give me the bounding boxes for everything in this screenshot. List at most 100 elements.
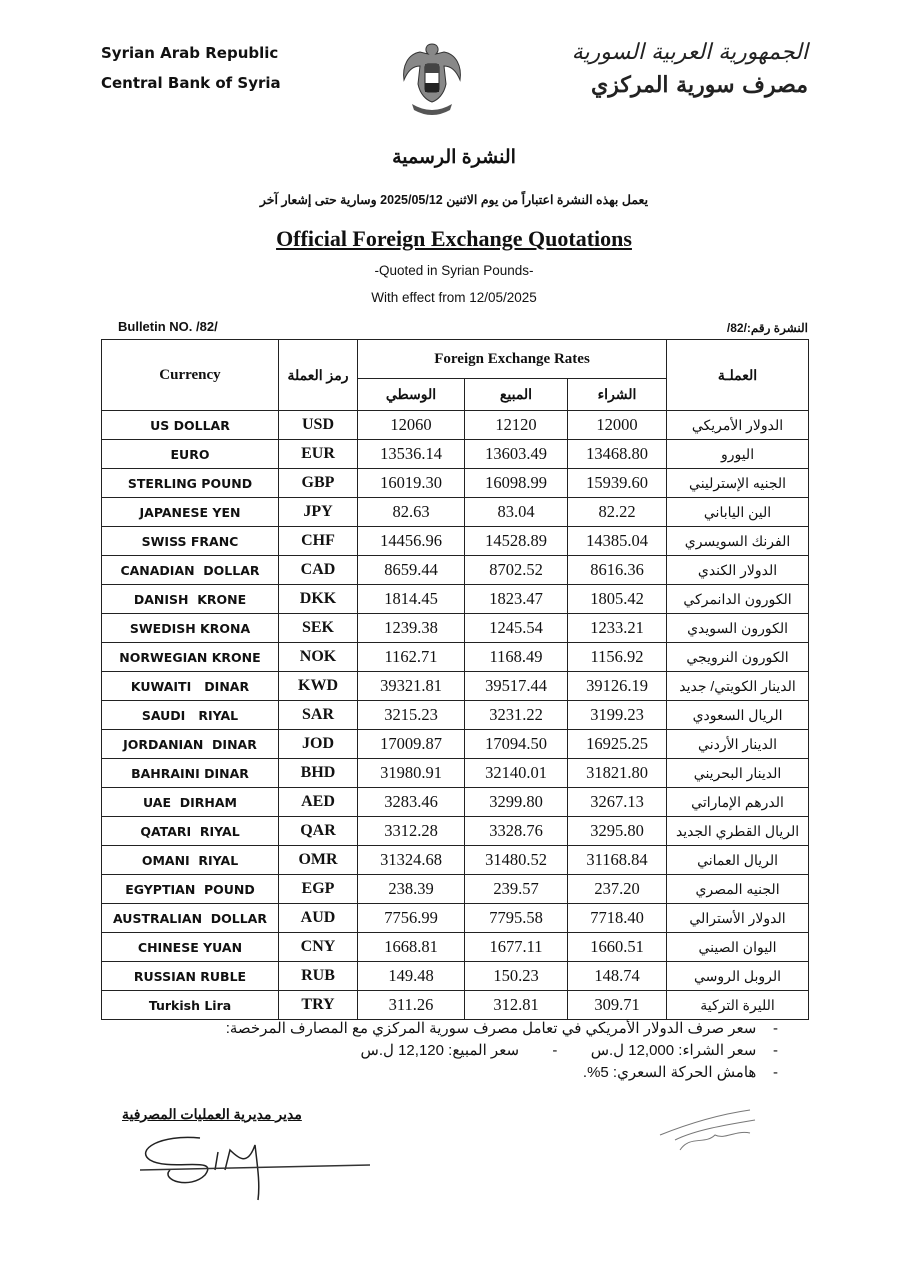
- subtitle-en: -Quoted in Syrian Pounds-: [374, 263, 534, 278]
- buy-rate: 237.20: [566, 874, 668, 904]
- emblem-icon: [398, 40, 466, 120]
- buy-rate: 12000: [566, 410, 668, 440]
- bulletin-number-en: Bulletin NO. /82/: [118, 319, 218, 334]
- table-row: DANISH KRONE DKK 1814.45 1823.47 1805.42 الكو…: [101, 584, 810, 614]
- buy-rate: 16925.25: [566, 729, 668, 759]
- currency-name: JAPANESE YEN: [101, 497, 279, 527]
- sell-rate: 39517.44: [464, 671, 568, 701]
- table-row: CANADIAN DOLLAR CAD 8659.44 8702.52 8616.36 ا…: [101, 555, 810, 585]
- mid-rate: 39321.81: [357, 671, 465, 701]
- mid-rate: 12060: [357, 410, 465, 440]
- currency-name-ar: الروبل الروسي: [666, 961, 810, 991]
- currency-code: TRY: [278, 990, 358, 1020]
- sell-rate: 8702.52: [464, 555, 568, 585]
- mid-rate: 3283.46: [357, 787, 465, 817]
- currency-code: BHD: [278, 758, 358, 788]
- table-row: JAPANESE YEN JPY 82.63 83.04 82.22 الين الياب…: [101, 497, 810, 527]
- currency-name: CHINESE YUAN: [101, 932, 279, 962]
- table-row: SWEDISH KRONA SEK 1239.38 1245.54 1233.21 الك…: [101, 613, 810, 643]
- currency-name-ar: الدولار الأمريكي: [666, 410, 810, 440]
- buy-rate: 39126.19: [566, 671, 668, 701]
- mid-rate: 31324.68: [357, 845, 465, 875]
- bank-name-en: Central Bank of Syria: [101, 74, 281, 92]
- header-rates: Foreign Exchange Rates: [356, 339, 668, 379]
- sell-rate: 83.04: [464, 497, 568, 527]
- currency-name: OMANI RIYAL: [101, 845, 279, 875]
- currency-name: EURO: [101, 439, 279, 469]
- currency-name: US DOLLAR: [101, 410, 279, 440]
- note-buy-sell: - سعر الشراء: 12,000 ل.س - سعر المبيع: 1…: [360, 1042, 778, 1059]
- currency-code: EUR: [278, 439, 358, 469]
- table-row: KUWAITI DINAR KWD 39321.81 39517.44 39126.19…: [101, 671, 810, 701]
- table-row: EURO EUR 13536.14 13603.49 13468.80 اليورو: [101, 439, 810, 469]
- effect-text-en: With effect from 12/05/2025: [371, 290, 537, 305]
- mid-rate: 14456.96: [357, 526, 465, 556]
- exchange-rates-table: Currency رمز العملة Foreign Exchange Rat…: [101, 339, 810, 1020]
- mid-rate: 13536.14: [357, 439, 465, 469]
- table-row: RUSSIAN RUBLE RUB 149.48 150.23 148.74 الروبل…: [101, 961, 810, 991]
- currency-code: DKK: [278, 584, 358, 614]
- table-row: BAHRAINI DINAR BHD 31980.91 32140.01 31821.8…: [101, 758, 810, 788]
- header-code-ar: رمز العملة: [278, 339, 358, 411]
- currency-name-ar: الدرهم الإماراتي: [666, 787, 810, 817]
- currency-code: KWD: [278, 671, 358, 701]
- mid-rate: 1162.71: [357, 642, 465, 672]
- mid-rate: 3312.28: [357, 816, 465, 846]
- table-row: AUSTRALIAN DOLLAR AUD 7756.99 7795.58 7718.4…: [101, 903, 810, 933]
- buy-rate: 8616.36: [566, 555, 668, 585]
- sell-rate: 14528.89: [464, 526, 568, 556]
- bank-name-ar-logo: مصرف سورية المركزي: [591, 72, 808, 98]
- mid-rate: 311.26: [357, 990, 465, 1020]
- currency-code: OMR: [278, 845, 358, 875]
- buy-rate: 7718.40: [566, 903, 668, 933]
- currency-name: KUWAITI DINAR: [101, 671, 279, 701]
- table-row: UAE DIRHAM AED 3283.46 3299.80 3267.13 الدرهم…: [101, 787, 810, 817]
- buy-rate: 309.71: [566, 990, 668, 1020]
- currency-name-ar: اليوان الصيني: [666, 932, 810, 962]
- currency-name-ar: الكورون النرويجي: [666, 642, 810, 672]
- currency-name: UAE DIRHAM: [101, 787, 279, 817]
- sell-rate: 12120: [464, 410, 568, 440]
- header-buy-ar: الشراء: [566, 378, 668, 411]
- currency-name: NORWEGIAN KRONE: [101, 642, 279, 672]
- note-margin: - هامش الحركة السعري: 5%.: [582, 1064, 778, 1081]
- currency-name-ar: الكورون الدانمركي: [666, 584, 810, 614]
- buy-rate: 1660.51: [566, 932, 668, 962]
- currency-code: GBP: [278, 468, 358, 498]
- currency-code: RUB: [278, 961, 358, 991]
- mid-rate: 238.39: [357, 874, 465, 904]
- buy-rate: 82.22: [566, 497, 668, 527]
- country-name-en: Syrian Arab Republic: [101, 44, 279, 62]
- currency-name: EGYPTIAN POUND: [101, 874, 279, 904]
- currency-code: SAR: [278, 700, 358, 730]
- currency-name-ar: الدينار البحريني: [666, 758, 810, 788]
- currency-name-ar: الكورون السويدي: [666, 613, 810, 643]
- currency-name: DANISH KRONE: [101, 584, 279, 614]
- currency-code: CNY: [278, 932, 358, 962]
- mid-rate: 7756.99: [357, 903, 465, 933]
- currency-code: QAR: [278, 816, 358, 846]
- country-name-ar-logo: الجمهورية العربية السورية: [571, 40, 808, 65]
- sell-rate: 3231.22: [464, 700, 568, 730]
- currency-name-ar: الريال العماني: [666, 845, 810, 875]
- sell-rate: 17094.50: [464, 729, 568, 759]
- bulletin-number-ar: النشرة رقم:/82/: [726, 321, 808, 335]
- sell-rate: 150.23: [464, 961, 568, 991]
- header-currency: Currency: [101, 339, 279, 411]
- currency-name: BAHRAINI DINAR: [101, 758, 279, 788]
- header-currency-ar: العملـة: [666, 339, 810, 411]
- mid-rate: 1239.38: [357, 613, 465, 643]
- currency-code: EGP: [278, 874, 358, 904]
- notes: - سعر صرف الدولار الأمريكي في تعامل مصرف…: [226, 1018, 778, 1084]
- note-usd-rate: - سعر صرف الدولار الأمريكي في تعامل مصرف…: [225, 1020, 778, 1037]
- currency-name: QATARI RIYAL: [101, 816, 279, 846]
- currency-name-ar: الريال القطري الجديد: [666, 816, 810, 846]
- currency-name-ar: الين الياباني: [666, 497, 810, 527]
- table-row: JORDANIAN DINAR JOD 17009.87 17094.50 16925.…: [101, 729, 810, 759]
- currency-name-ar: الدولار الكندي: [666, 555, 810, 585]
- mid-rate: 1814.45: [357, 584, 465, 614]
- currency-name-ar: اليورو: [666, 439, 810, 469]
- sell-rate: 16098.99: [464, 468, 568, 498]
- currency-code: JOD: [278, 729, 358, 759]
- signatory-title-ar: مدير مديرية العمليات المصرفية: [122, 1106, 302, 1122]
